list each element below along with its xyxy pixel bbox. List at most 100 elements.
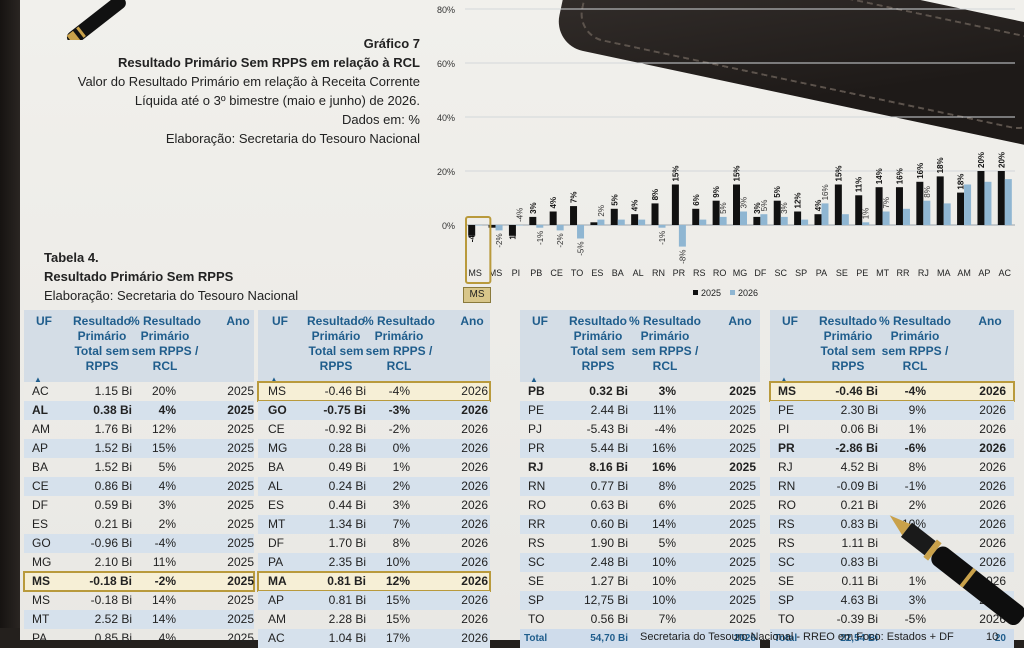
column-header-pct-line[interactable]: sem RPPS / xyxy=(131,344,199,358)
table-row[interactable]: DF 0.59 Bi 3% 2025 xyxy=(24,496,254,515)
table-row[interactable]: RR 0.60 Bi 14% 2025 xyxy=(520,515,760,534)
table-row[interactable]: AL 0.24 Bi 2% 2026 xyxy=(258,477,490,496)
column-header-pct-line[interactable]: % Resultado xyxy=(128,314,201,328)
column-header-year[interactable]: Ano xyxy=(728,314,752,328)
column-header-result-line[interactable]: RPPS xyxy=(581,359,615,373)
column-header-year[interactable]: Ano xyxy=(978,314,1002,328)
table-row[interactable]: PB 0.32 Bi 3% 2025 xyxy=(520,382,760,401)
table-row[interactable]: PA 2.35 Bi 10% 2026 xyxy=(258,553,490,572)
table-row[interactable]: RJ 4.52 Bi 8% 2026 xyxy=(770,458,1014,477)
table-row[interactable]: MS -0.18 Bi -2% 2025 xyxy=(23,571,255,592)
column-header-pct-line[interactable]: sem RPPS / xyxy=(631,344,699,358)
selected-state-tag[interactable]: MS xyxy=(463,287,491,303)
sort-ascending-icon[interactable]: ▲ xyxy=(34,375,42,384)
cell-percent: 5% xyxy=(158,460,176,474)
column-header-pct-line[interactable]: sem RPPS / xyxy=(365,344,433,358)
table-row[interactable]: MG 2.10 Bi 11% 2025 xyxy=(24,553,254,572)
table-row[interactable]: AC 1.15 Bi 20% 2025 xyxy=(24,382,254,401)
column-header-pct-line[interactable]: % Resultado xyxy=(878,314,951,328)
table-row[interactable]: SP 12,75 Bi 10% 2025 xyxy=(520,591,760,610)
table-row[interactable]: PE 2.44 Bi 11% 2025 xyxy=(520,401,760,420)
table-row[interactable]: RN -0.09 Bi -1% 2026 xyxy=(770,477,1014,496)
cell-year: 2025 xyxy=(227,384,254,398)
column-header-result-line[interactable]: Resultado xyxy=(306,314,365,328)
table-row[interactable]: AM 1.76 Bi 12% 2025 xyxy=(24,420,254,439)
table-row[interactable]: AL 0.38 Bi 4% 2025 xyxy=(24,401,254,420)
column-header-pct-line[interactable]: RCL xyxy=(902,359,928,373)
column-header-pct-line[interactable]: Primário xyxy=(890,329,940,343)
category-label: AP xyxy=(978,268,990,278)
table-row[interactable]: DF 1.70 Bi 8% 2026 xyxy=(258,534,490,553)
table-row[interactable]: PA 0.85 Bi 4% 2025 xyxy=(24,629,254,648)
table-row[interactable]: ES 0.21 Bi 2% 2025 xyxy=(24,515,254,534)
column-header-pct-line[interactable]: % Resultado xyxy=(628,314,701,328)
table-row[interactable]: PR 5.44 Bi 16% 2025 xyxy=(520,439,760,458)
table-row[interactable]: MT 2.52 Bi 14% 2025 xyxy=(24,610,254,629)
column-header-pct-line[interactable]: sem RPPS / xyxy=(881,344,949,358)
table-row[interactable]: RO 0.63 Bi 6% 2025 xyxy=(520,496,760,515)
table-row[interactable]: PI 0.06 Bi 1% 2026 xyxy=(770,420,1014,439)
bar-2025 xyxy=(936,176,944,225)
column-header-result-line[interactable]: Resultado xyxy=(818,314,877,328)
column-header-uf[interactable]: UF xyxy=(532,314,548,328)
table-row[interactable]: BA 1.52 Bi 5% 2025 xyxy=(24,458,254,477)
category-label: AM xyxy=(957,268,971,278)
table-row[interactable]: RJ 8.16 Bi 16% 2025 xyxy=(520,458,760,477)
table-row[interactable]: CE -0.92 Bi -2% 2026 xyxy=(258,420,490,439)
table-row[interactable]: GO -0.75 Bi -3% 2026 xyxy=(258,401,490,420)
table-row[interactable]: SC 2.48 Bi 10% 2025 xyxy=(520,553,760,572)
column-header-year[interactable]: Ano xyxy=(226,314,250,328)
column-header-result-line[interactable]: Total sem xyxy=(308,344,364,358)
column-header-result-line[interactable]: Primário xyxy=(311,329,361,343)
table-row[interactable]: MG 0.28 Bi 0% 2026 xyxy=(258,439,490,458)
table-row[interactable]: AC 1.04 Bi 17% 2026 xyxy=(258,629,490,648)
column-header-pct-line[interactable]: RCL xyxy=(386,359,412,373)
table-row[interactable]: RO 0.21 Bi 2% 2026 xyxy=(770,496,1014,515)
column-header-result-line[interactable]: Total sem xyxy=(74,344,130,358)
column-header-uf[interactable]: UF xyxy=(782,314,798,328)
table-row[interactable]: AM 2.28 Bi 15% 2026 xyxy=(258,610,490,629)
column-header-result-line[interactable]: Total sem xyxy=(820,344,876,358)
column-header-pct-line[interactable]: Primário xyxy=(640,329,690,343)
table-row[interactable]: MS -0.46 Bi -4% 2026 xyxy=(257,381,491,402)
column-header-result-line[interactable]: Resultado xyxy=(568,314,627,328)
table-row[interactable]: AP 0.81 Bi 15% 2026 xyxy=(258,591,490,610)
column-header-result-line[interactable]: RPPS xyxy=(831,359,865,373)
table-row[interactable]: PR -2.86 Bi -6% 2026 xyxy=(770,439,1014,458)
column-header-result-line[interactable]: Resultado xyxy=(72,314,131,328)
table-row[interactable]: PJ -5.43 Bi -4% 2025 xyxy=(520,420,760,439)
cell-result: 4.63 Bi xyxy=(840,593,878,607)
column-header-result-line[interactable]: RPPS xyxy=(85,359,119,373)
column-header-uf[interactable]: UF xyxy=(36,314,52,328)
sort-ascending-icon[interactable]: ▲ xyxy=(270,375,278,384)
table-row[interactable]: AP 1.52 Bi 15% 2025 xyxy=(24,439,254,458)
column-header-result-line[interactable]: Primário xyxy=(823,329,873,343)
table-row[interactable]: MT 1.34 Bi 7% 2026 xyxy=(258,515,490,534)
table-row[interactable]: RN 0.77 Bi 8% 2025 xyxy=(520,477,760,496)
table-row[interactable]: MS -0.46 Bi -4% 2026 xyxy=(769,381,1015,402)
bar-2025 xyxy=(549,211,557,225)
sort-ascending-icon[interactable]: ▲ xyxy=(780,375,788,384)
table-row[interactable]: GO -0.96 Bi -4% 2025 xyxy=(24,534,254,553)
table-row[interactable]: ES 0.44 Bi 3% 2026 xyxy=(258,496,490,515)
table-row[interactable]: PE 2.30 Bi 9% 2026 xyxy=(770,401,1014,420)
table-row[interactable]: BA 0.49 Bi 1% 2026 xyxy=(258,458,490,477)
table-row[interactable]: MS -0.18 Bi 14% 2025 xyxy=(24,591,254,610)
column-header-result-line[interactable]: Total sem xyxy=(570,344,626,358)
table-row[interactable]: SE 1.27 Bi 10% 2025 xyxy=(520,572,760,591)
sort-ascending-icon[interactable]: ▲ xyxy=(530,375,538,384)
column-header-pct-line[interactable]: % Resultado xyxy=(362,314,435,328)
column-header-year[interactable]: Ano xyxy=(460,314,484,328)
table-row[interactable]: RS 1.90 Bi 5% 2025 xyxy=(520,534,760,553)
table-row[interactable]: TO 0.56 Bi 7% 2025 xyxy=(520,610,760,629)
column-header-result-line[interactable]: Primário xyxy=(77,329,127,343)
column-header-pct-line[interactable]: RCL xyxy=(152,359,178,373)
column-header-pct-line[interactable]: RCL xyxy=(652,359,678,373)
column-header-uf[interactable]: UF xyxy=(272,314,288,328)
column-header-result-line[interactable]: Primário xyxy=(573,329,623,343)
table-row[interactable]: CE 0.86 Bi 4% 2025 xyxy=(24,477,254,496)
column-header-pct-line[interactable]: Primário xyxy=(374,329,424,343)
table-row[interactable]: MA 0.81 Bi 12% 2026 xyxy=(257,571,491,592)
column-header-result-line[interactable]: RPPS xyxy=(319,359,353,373)
column-header-pct-line[interactable]: Primário xyxy=(140,329,190,343)
